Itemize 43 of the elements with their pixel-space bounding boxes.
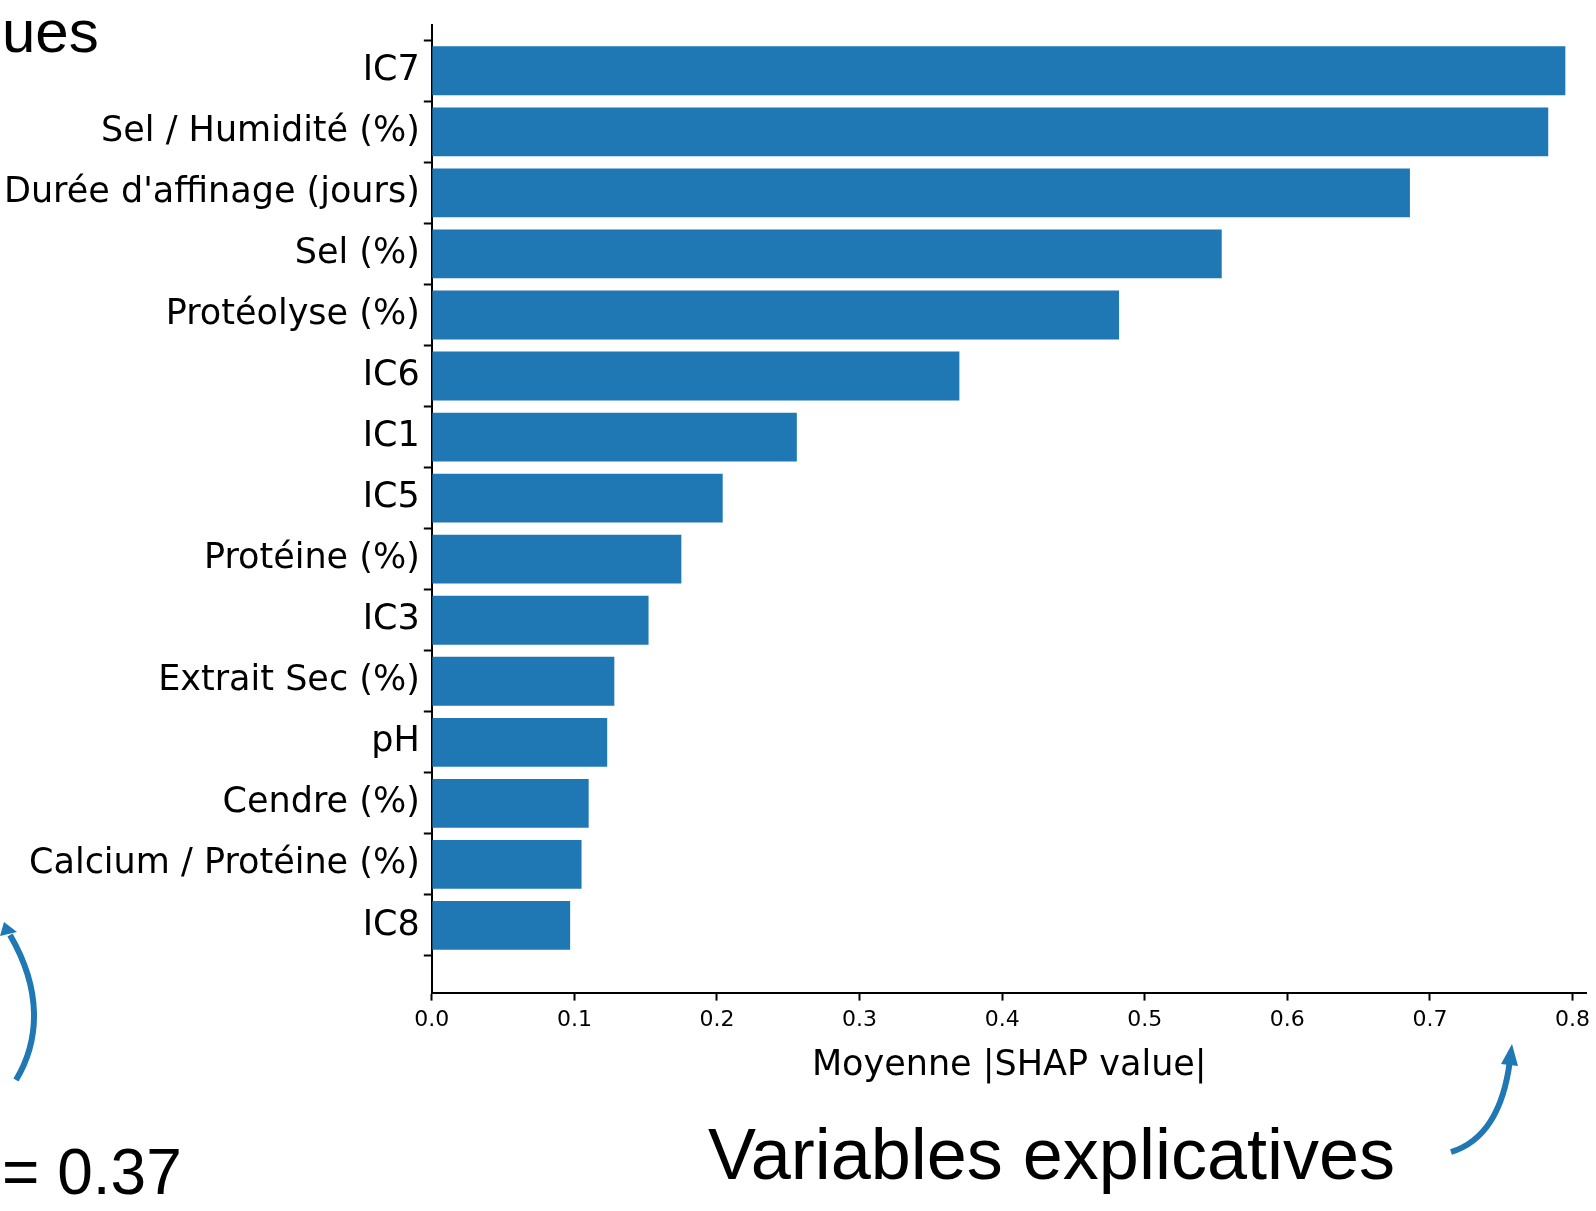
bar	[432, 290, 1120, 340]
bar	[432, 168, 1410, 218]
bar	[432, 717, 608, 767]
bar	[432, 656, 615, 706]
bar	[432, 595, 649, 645]
y-tick-label: Extrait Sec (%)	[158, 658, 420, 699]
y-tick-label: IC5	[362, 475, 420, 516]
y-tick-label: Protéine (%)	[203, 536, 420, 577]
bar	[432, 46, 1566, 96]
y-tick-label: pH	[371, 719, 420, 760]
bar	[432, 901, 571, 950]
x-tick-label: 0.2	[699, 1005, 735, 1031]
x-tick-label: 0.5	[1127, 1005, 1163, 1031]
x-tick-label: 0.7	[1412, 1005, 1448, 1031]
text: Variables explicatives	[708, 1114, 1395, 1194]
bar	[432, 107, 1549, 157]
x-tick-label: 0.3	[842, 1005, 878, 1031]
y-tick-label: Durée d'affinage (jours)	[3, 169, 420, 210]
y-tick-label: IC7	[362, 47, 420, 88]
bar	[432, 351, 960, 401]
bar	[432, 473, 723, 523]
y-tick-label: Protéolyse (%)	[165, 292, 420, 333]
x-tick-label: 0.4	[984, 1005, 1020, 1031]
y-tick-label: IC6	[362, 353, 420, 394]
y-tick-label: Cendre (%)	[222, 780, 420, 821]
x-tick-label: 0.8	[1554, 1005, 1590, 1031]
x-tick-label: 0.0	[414, 1005, 450, 1031]
bar	[432, 229, 1222, 279]
y-tick-label: Sel / Humidité (%)	[101, 108, 420, 149]
y-tick-label: IC3	[362, 597, 420, 638]
text: ues	[2, 0, 99, 65]
y-tick-label: IC8	[362, 902, 420, 943]
x-tick-label: 0.6	[1269, 1005, 1305, 1031]
y-tick-label: IC1	[362, 414, 420, 455]
x-tick-label: 0.1	[556, 1005, 592, 1031]
text: = 0.37	[2, 1136, 182, 1208]
x-axis-title: Moyenne |SHAP value|	[811, 1043, 1207, 1085]
y-tick-label: Calcium / Protéine (%)	[29, 841, 420, 882]
y-tick-label: Sel (%)	[294, 231, 420, 272]
bar	[432, 839, 582, 889]
bar	[432, 412, 797, 462]
bar	[432, 778, 589, 828]
bar	[432, 534, 682, 584]
